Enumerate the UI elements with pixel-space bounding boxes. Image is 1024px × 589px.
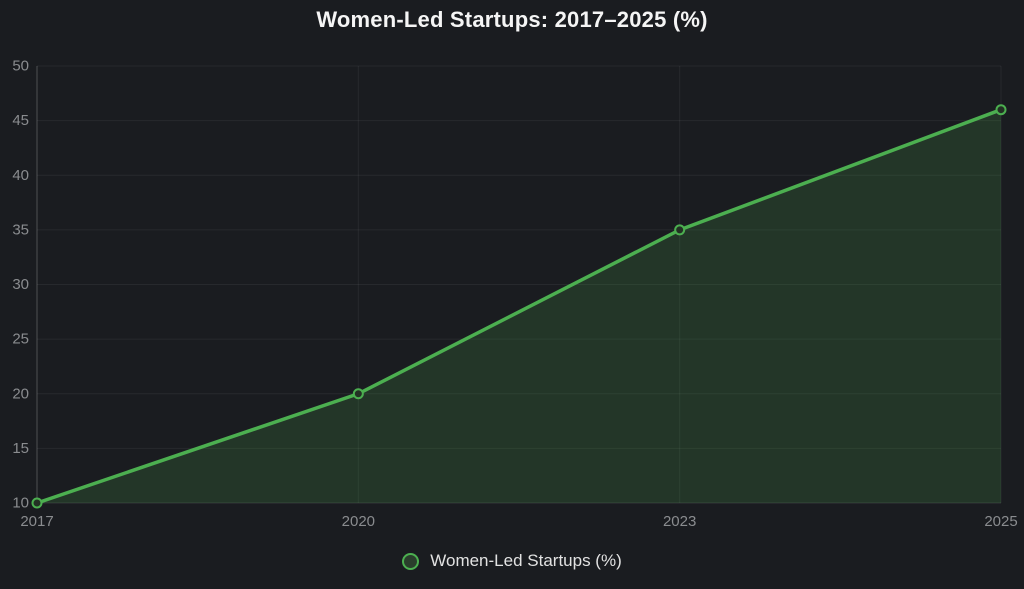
- y-tick-label: 50: [12, 58, 29, 75]
- y-tick-label: 15: [12, 440, 29, 457]
- data-point-marker: [674, 224, 686, 236]
- y-tick-label: 45: [12, 112, 29, 129]
- y-tick-label: 25: [12, 331, 29, 348]
- chart-title: Women-Led Startups: 2017–2025 (%): [316, 7, 708, 32]
- y-tick-label: 30: [12, 276, 29, 293]
- series-area-fill: [37, 109, 1001, 503]
- series-line: [35, 107, 1003, 505]
- y-tick-label: 40: [12, 167, 29, 184]
- legend-label: Women-Led Startups (%): [430, 551, 622, 570]
- x-tick-label: 2020: [342, 513, 375, 530]
- legend: Women-Led Startups (%): [0, 551, 1024, 571]
- data-point-marker: [995, 104, 1007, 116]
- legend-circle-swatch-icon: [402, 552, 420, 570]
- x-tick-label: 2023: [663, 513, 696, 530]
- data-point-marker: [31, 497, 43, 509]
- y-tick-label: 10: [12, 495, 29, 512]
- legend-item[interactable]: Women-Led Startups (%): [402, 551, 622, 571]
- x-tick-label: 2017: [20, 513, 53, 530]
- x-tick-label: 2025: [984, 513, 1017, 530]
- y-tick-label: 20: [12, 385, 29, 402]
- y-tick-label: 35: [12, 221, 29, 238]
- data-point-marker: [352, 388, 364, 400]
